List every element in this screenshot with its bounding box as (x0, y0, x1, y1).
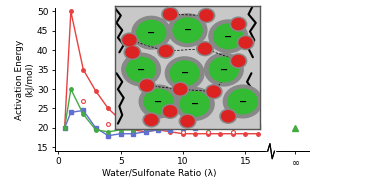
Circle shape (230, 17, 247, 31)
Circle shape (158, 44, 174, 58)
Y-axis label: Activation Energy
(kJ/mol): Activation Energy (kJ/mol) (15, 39, 34, 119)
Circle shape (162, 104, 178, 118)
Circle shape (198, 9, 215, 22)
Circle shape (162, 7, 178, 21)
Circle shape (222, 111, 235, 122)
X-axis label: Water/Sulfonate Ratio (λ): Water/Sulfonate Ratio (λ) (102, 169, 216, 178)
Circle shape (224, 85, 262, 118)
Circle shape (209, 57, 238, 82)
Text: −: − (184, 25, 192, 35)
Circle shape (123, 35, 136, 46)
Circle shape (159, 46, 172, 57)
Circle shape (198, 43, 211, 54)
Text: −: − (155, 97, 162, 106)
Circle shape (145, 114, 158, 125)
Text: −: − (147, 28, 155, 38)
Circle shape (181, 116, 194, 127)
Circle shape (228, 89, 257, 114)
Circle shape (144, 89, 173, 114)
Circle shape (164, 106, 177, 117)
Circle shape (239, 37, 252, 48)
Circle shape (232, 19, 245, 30)
Circle shape (140, 80, 153, 91)
Circle shape (238, 36, 254, 50)
Circle shape (139, 78, 155, 93)
Circle shape (164, 9, 177, 20)
Circle shape (232, 55, 245, 67)
Circle shape (197, 42, 213, 56)
Circle shape (132, 16, 170, 49)
Circle shape (214, 24, 243, 49)
Text: −: − (224, 31, 232, 41)
Circle shape (205, 53, 243, 86)
Circle shape (205, 85, 222, 99)
Circle shape (137, 20, 166, 45)
Circle shape (173, 18, 202, 43)
Circle shape (168, 14, 207, 46)
Circle shape (139, 85, 178, 118)
Circle shape (124, 45, 141, 59)
Circle shape (176, 88, 214, 120)
Circle shape (180, 92, 209, 116)
Circle shape (209, 20, 248, 53)
Text: −: − (191, 99, 199, 109)
Circle shape (200, 10, 213, 21)
Text: −: − (181, 68, 189, 78)
Circle shape (170, 61, 199, 86)
Text: −: − (220, 65, 228, 74)
Circle shape (166, 57, 204, 90)
Circle shape (207, 86, 220, 97)
Circle shape (172, 82, 188, 96)
Circle shape (174, 84, 187, 95)
Text: −: − (137, 65, 145, 74)
Circle shape (127, 57, 156, 82)
Circle shape (121, 33, 138, 47)
Circle shape (126, 47, 139, 58)
Circle shape (143, 113, 159, 127)
Circle shape (179, 114, 196, 128)
Circle shape (122, 53, 161, 86)
Circle shape (220, 109, 236, 123)
Circle shape (230, 54, 247, 68)
Text: −: − (239, 97, 247, 106)
